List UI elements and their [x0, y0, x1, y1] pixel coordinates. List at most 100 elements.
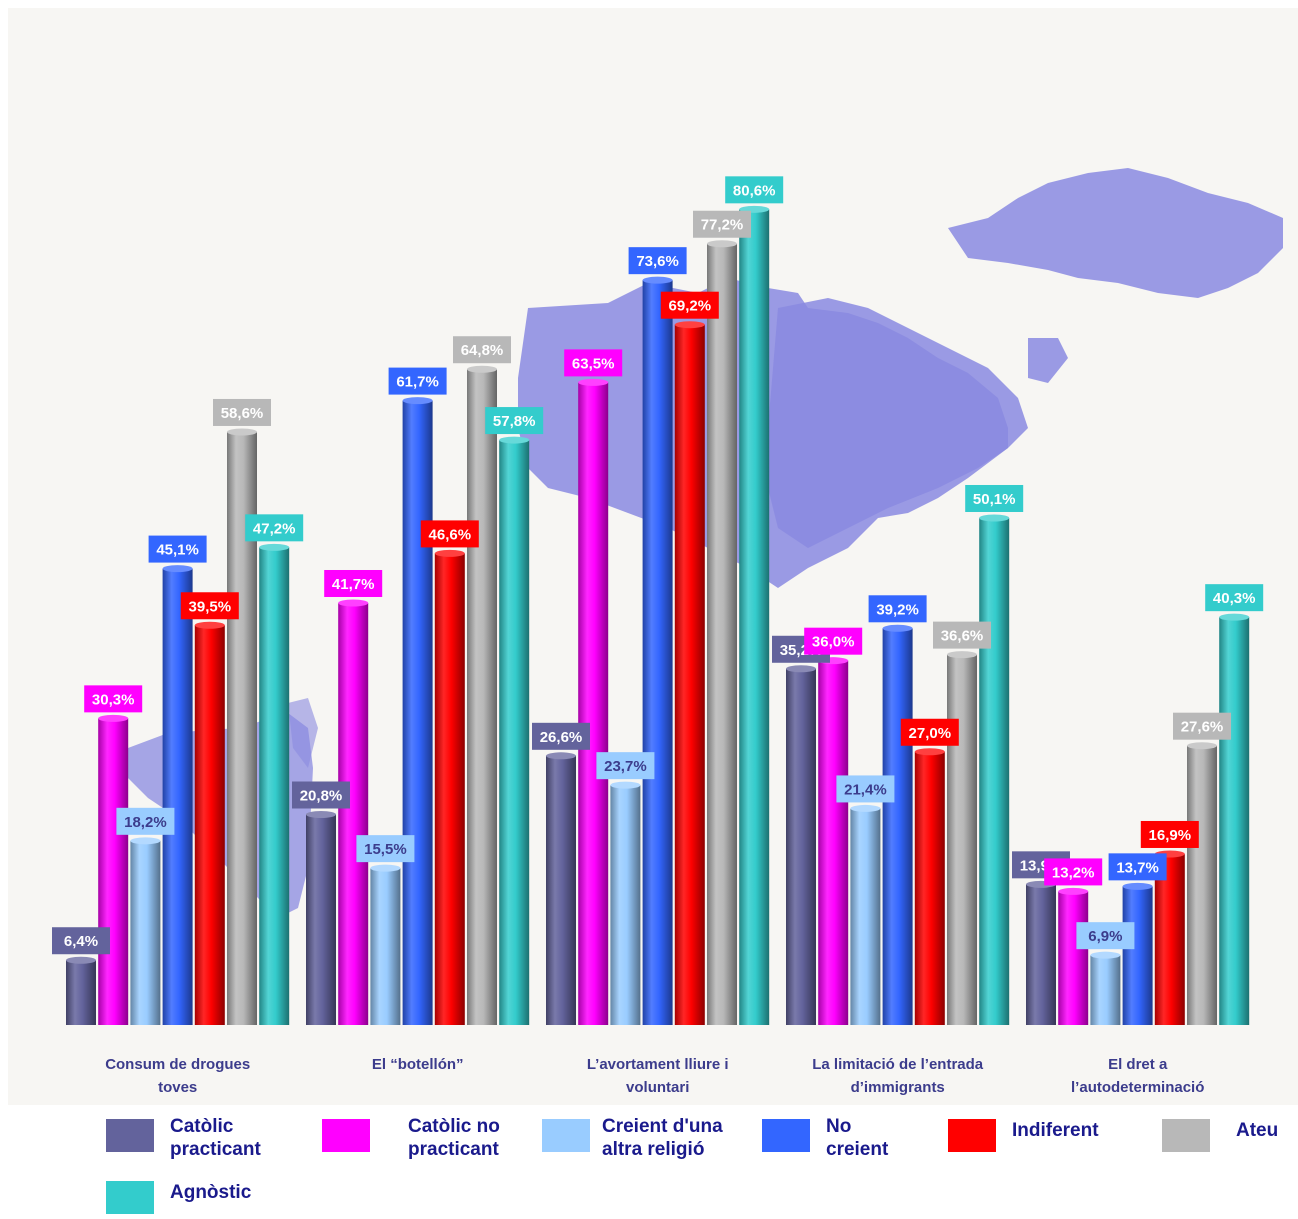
bar-cap-0-5	[227, 428, 257, 436]
value-label-box-4-5	[1173, 712, 1231, 740]
value-label-1-3: 61,7%	[396, 374, 439, 391]
category-label-2: L’avortament lliure i voluntari	[587, 1056, 729, 1096]
legend-label-line: Ateu	[1236, 1120, 1279, 1141]
bar-3-2	[850, 808, 881, 1025]
value-label-box-1-0	[292, 781, 350, 809]
value-label-box-0-6	[245, 514, 304, 542]
value-label-0-6: 47,2%	[253, 520, 296, 537]
bar-cap-3-6	[979, 514, 1010, 522]
bar-cap-4-1	[1058, 887, 1089, 895]
legend-label-line: practicant	[408, 1139, 499, 1160]
bar-cap-0-4	[194, 621, 225, 629]
value-label-0-4: 39,5%	[189, 598, 232, 615]
category-label-line: toves	[158, 1079, 197, 1096]
bar-cap-3-0	[786, 665, 816, 673]
bar-cap-1-6	[499, 436, 530, 444]
legend-swatch	[542, 1119, 590, 1152]
legend-label: Catòlic practicant	[170, 1115, 261, 1161]
value-label-box-2-1	[564, 349, 623, 377]
legend-label-line: practicant	[170, 1139, 261, 1160]
bar-cap-1-3	[402, 397, 433, 405]
legend: Catòlic practicant Catòlic no practicant Cre…	[0, 1105, 1298, 1219]
value-label-box-0-5	[213, 398, 271, 426]
legend-label: Catòlic no practicant	[408, 1115, 500, 1161]
bar-2-6	[739, 209, 770, 1025]
value-label-box-2-5	[693, 210, 751, 238]
value-label-box-0-4	[180, 592, 239, 620]
value-label-0-1: 30,3%	[92, 691, 135, 708]
value-label-4-3: 13,7%	[1116, 859, 1159, 876]
bar-cap-1-5	[467, 365, 497, 373]
bar-3-0	[786, 668, 816, 1025]
legend-label: Indiferent	[1012, 1119, 1099, 1142]
legend-label-line: altra religió	[602, 1139, 705, 1160]
bar-cap-0-2	[130, 837, 161, 845]
bar-cap-2-0	[546, 752, 576, 760]
value-label-2-3: 73,6%	[636, 253, 679, 270]
bar-1-3	[402, 400, 433, 1025]
value-label-box-1-3	[388, 367, 447, 395]
value-label-box-0-2	[116, 807, 175, 835]
value-label-0-5: 58,6%	[221, 405, 264, 422]
bar-2-0	[546, 755, 576, 1025]
value-label-box-2-4	[660, 291, 719, 319]
value-label-box-0-1	[84, 685, 143, 713]
value-label-2-6: 80,6%	[733, 182, 776, 199]
value-label-4-5: 27,6%	[1181, 719, 1224, 736]
legend-swatch	[948, 1119, 996, 1152]
value-label-2-2: 23,7%	[604, 758, 647, 775]
bar-2-1	[578, 382, 609, 1025]
value-label-box-4-3	[1108, 853, 1167, 881]
legend-label-line: Catòlic	[170, 1116, 234, 1137]
value-label-box-1-6	[485, 407, 544, 435]
legend-label-line: No	[826, 1116, 852, 1137]
value-label-4-1: 13,2%	[1052, 864, 1095, 881]
value-label-3-6: 50,1%	[973, 491, 1016, 508]
value-label-4-6: 40,3%	[1213, 590, 1256, 607]
bar-0-3	[162, 568, 193, 1025]
category-labels: Consum de drogues toves El “botellón” L’avo…	[105, 1056, 1204, 1096]
legend-label-line: Creient d'una	[602, 1116, 723, 1137]
category-label-line: Consum de drogues	[105, 1056, 250, 1073]
value-label-2-1: 63,5%	[572, 355, 615, 372]
value-label-box-3-5	[933, 621, 991, 649]
value-label-box-3-3	[868, 595, 927, 623]
bar-cap-0-3	[162, 565, 193, 573]
bar-2-3	[642, 280, 673, 1026]
bar-1-6	[499, 440, 530, 1026]
value-label-3-2: 21,4%	[844, 781, 887, 798]
bar-cap-0-1	[98, 714, 129, 722]
bar-cap-3-5	[947, 651, 977, 659]
value-label-box-1-1	[324, 569, 383, 597]
value-label-4-2: 6,9%	[1088, 928, 1122, 945]
bar-4-3	[1122, 886, 1153, 1025]
bar-cap-0-6	[259, 543, 290, 551]
bar-1-5	[467, 369, 497, 1025]
value-label-1-0: 20,8%	[300, 788, 343, 805]
bar-cap-1-2	[370, 864, 401, 872]
value-label-box-0-0	[52, 927, 110, 955]
legend-label: Ateu	[1236, 1119, 1278, 1142]
bar-3-4	[914, 751, 945, 1025]
bar-4-4	[1154, 853, 1185, 1025]
bar-chart: 6,4% 30,3% 18,2% 45,1% 39,5% 58,6% 47,2% 20,8% 4…	[52, 168, 1283, 1096]
value-label-1-1: 41,7%	[332, 576, 375, 593]
value-label-2-5: 77,2%	[701, 217, 744, 234]
legend-swatch	[106, 1181, 154, 1214]
bar-cap-3-3	[882, 624, 913, 632]
bar-4-2	[1090, 955, 1121, 1025]
value-label-box-1-2	[356, 835, 415, 863]
category-label-line: l’autodeterminació	[1071, 1079, 1204, 1096]
value-label-box-4-1	[1044, 858, 1103, 886]
legend-swatch	[1162, 1119, 1210, 1152]
bar-0-6	[259, 547, 290, 1025]
value-label-box-0-3	[148, 535, 207, 563]
bar-cap-4-2	[1090, 951, 1121, 959]
value-label-3-1: 36,0%	[812, 634, 855, 651]
bar-2-4	[674, 324, 705, 1025]
category-label-line: L’avortament lliure i	[587, 1056, 729, 1073]
value-label-1-5: 64,8%	[461, 342, 504, 359]
value-label-box-3-2	[836, 775, 895, 803]
value-label-3-4: 27,0%	[909, 725, 952, 742]
category-label-line: La limitació de l’entrada	[812, 1056, 984, 1073]
